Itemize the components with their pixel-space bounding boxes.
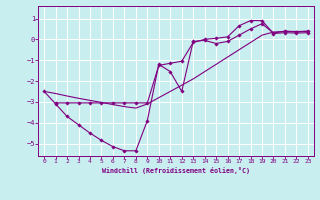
X-axis label: Windchill (Refroidissement éolien,°C): Windchill (Refroidissement éolien,°C)	[102, 167, 250, 174]
